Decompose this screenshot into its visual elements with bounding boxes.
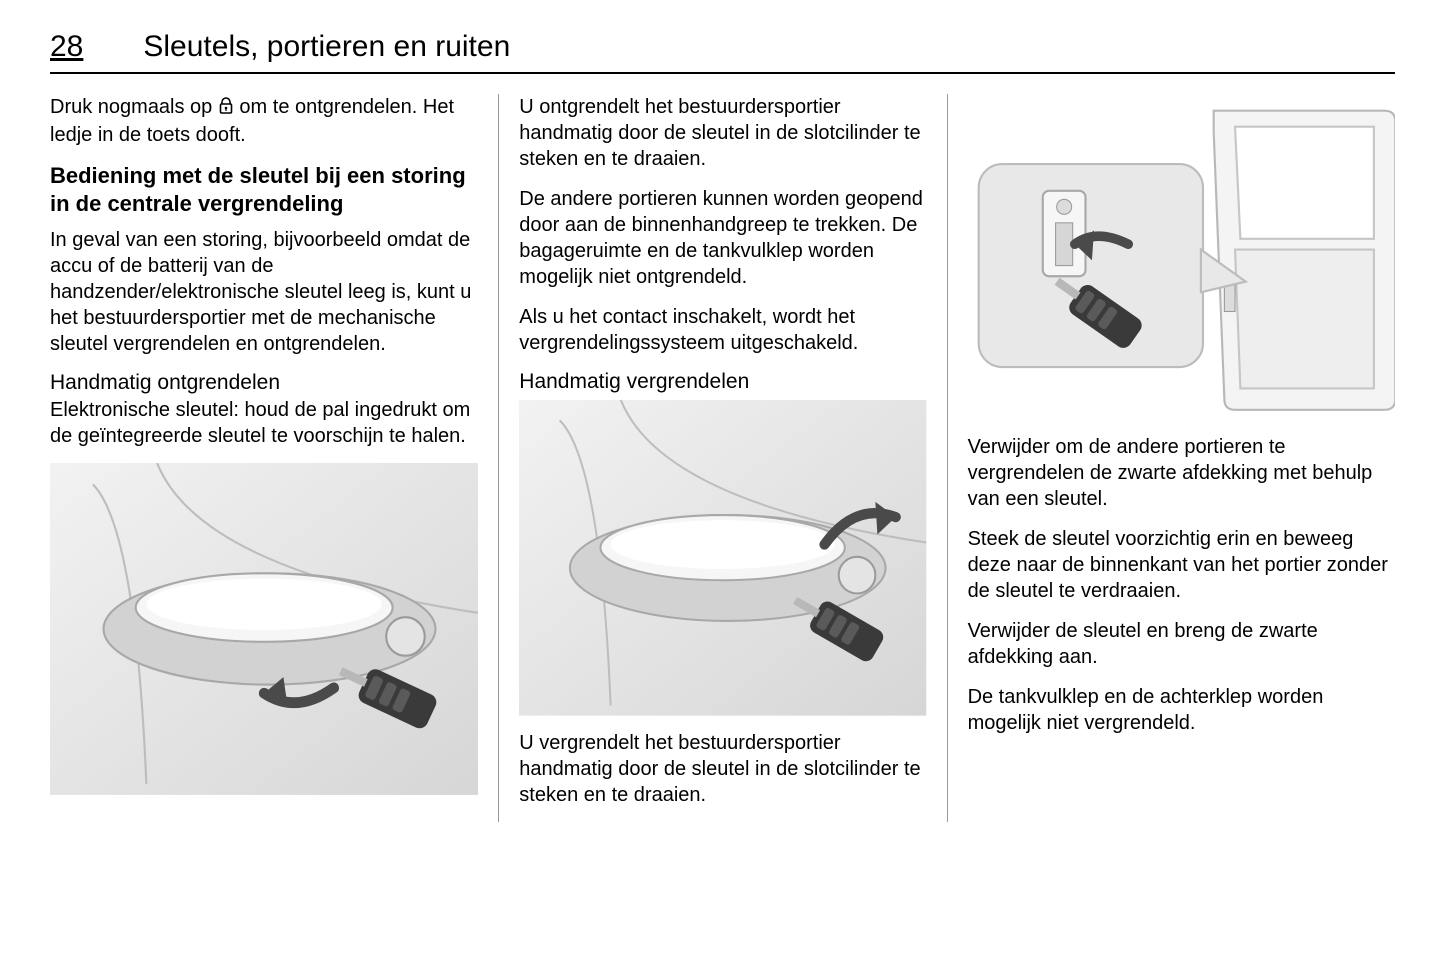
paragraph: Verwijder de sleutel en breng de zwarte …	[968, 618, 1395, 670]
column-2: U ontgrendelt het bestuurdersportier han…	[498, 94, 946, 822]
paragraph: Druk nogmaals op om te ontgrendelen. Het…	[50, 94, 478, 148]
page-columns: Druk nogmaals op om te ontgrendelen. Het…	[50, 94, 1395, 822]
page-title: Sleutels, portieren en ruiten	[143, 30, 510, 64]
paragraph: Als u het contact inschakelt, wordt het …	[519, 304, 926, 356]
paragraph: U vergrendelt het bestuurdersportier han…	[519, 730, 926, 808]
paragraph: Verwijder om de andere portieren te verg…	[968, 434, 1395, 512]
sub-heading: Handmatig ontgrendelen	[50, 371, 478, 395]
page-number: 28	[50, 30, 83, 64]
paragraph: U ontgrendelt het bestuurdersportier han…	[519, 94, 926, 172]
sub-heading: Handmatig vergrendelen	[519, 370, 926, 394]
paragraph: De andere portieren kunnen worden geopen…	[519, 186, 926, 290]
text-fragment: Druk nogmaals op	[50, 96, 218, 118]
section-heading: Bediening met de sleutel bij een storing…	[50, 162, 478, 217]
column-1: Druk nogmaals op om te ontgrendelen. Het…	[50, 94, 498, 822]
paragraph: In geval van een storing, bijvoorbeeld o…	[50, 227, 478, 357]
lock-icon	[218, 96, 234, 122]
figure-door-inside-lock	[968, 100, 1395, 420]
paragraph: Steek de sleutel voorzichtig erin en bew…	[968, 526, 1395, 604]
column-3: Verwijder om de andere portieren te verg…	[947, 94, 1395, 822]
figure-door-handle-lock	[519, 400, 926, 716]
page-header: 28 Sleutels, portieren en ruiten	[50, 30, 1395, 74]
figure-door-handle-unlock	[50, 463, 478, 795]
paragraph: Elektronische sleutel: houd de pal inged…	[50, 397, 478, 449]
paragraph: De tankvulklep en de achterklep worden m…	[968, 684, 1395, 736]
